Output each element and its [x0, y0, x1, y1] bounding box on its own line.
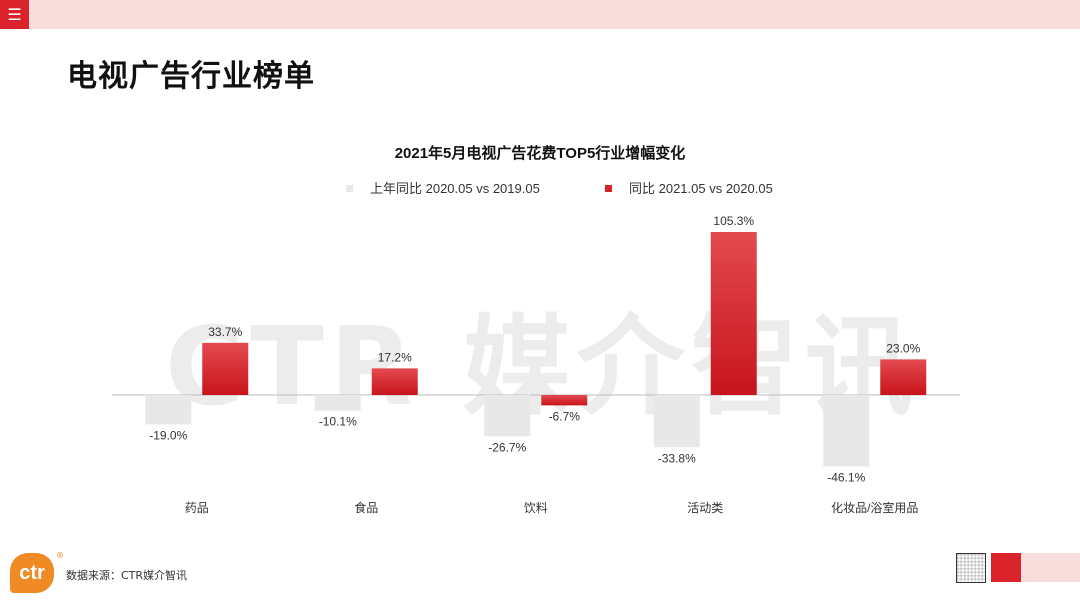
bar-s1-c2 [314, 395, 361, 411]
data-label-s1-c1: -19.0% [149, 428, 187, 442]
legend-swatch-2 [605, 185, 612, 192]
bar-s1-c1 [145, 395, 192, 425]
data-label-s2-c2: 17.2% [378, 350, 412, 364]
legend-swatch-1 [346, 185, 353, 192]
logo-text: ctr [19, 561, 45, 584]
bar-s2-c1 [202, 342, 249, 395]
top-bar [0, 0, 1080, 29]
bar-s2-c4 [710, 232, 757, 395]
category-label-5: 化妆品/浴室用品 [831, 500, 918, 515]
data-label-s1-c4: -33.8% [658, 451, 696, 465]
legend-label-1: 上年同比 2020.05 vs 2019.05 [370, 181, 540, 196]
category-label-3: 饮料 [524, 501, 548, 515]
data-label-s2-c1: 33.7% [208, 325, 242, 339]
category-label-1: 药品 [185, 501, 209, 515]
bar-s2-c3 [541, 395, 588, 406]
data-label-s1-c2: -10.1% [319, 415, 357, 429]
data-label-s2-c4: 105.3% [713, 214, 754, 228]
corner-red-block [991, 553, 1021, 582]
registered-mark: ® [56, 551, 64, 560]
page-title: 电视广告行业榜单 [67, 59, 315, 94]
corner-pink-block [1021, 553, 1080, 582]
data-source-note: 数据来源：CTR媒介智讯 [66, 569, 188, 582]
category-label-2: 食品 [354, 500, 378, 515]
bar-s2-c5 [880, 359, 927, 395]
data-label-s1-c5: -46.1% [827, 470, 865, 484]
chart-title: 2021年5月电视广告花费TOP5行业增幅变化 [395, 144, 686, 162]
data-label-s2-c3: -6.7% [549, 409, 581, 423]
bar-s2-c2 [371, 368, 418, 395]
data-label-s1-c3: -26.7% [488, 440, 526, 454]
legend-label-2: 同比 2021.05 vs 2020.05 [629, 181, 773, 196]
bar-s1-c3 [484, 395, 531, 437]
watermark: CTR 媒介智讯 [165, 305, 919, 430]
data-label-s2-c5: 23.0% [886, 341, 920, 355]
bar-s1-c5 [823, 395, 870, 467]
ctr-logo: ctr [10, 553, 54, 593]
bar-s1-c4 [653, 395, 700, 448]
qr-code-icon [956, 553, 986, 583]
category-label-4: 活动类 [687, 501, 723, 515]
hamburger-menu-icon[interactable]: ☰ [0, 0, 29, 29]
